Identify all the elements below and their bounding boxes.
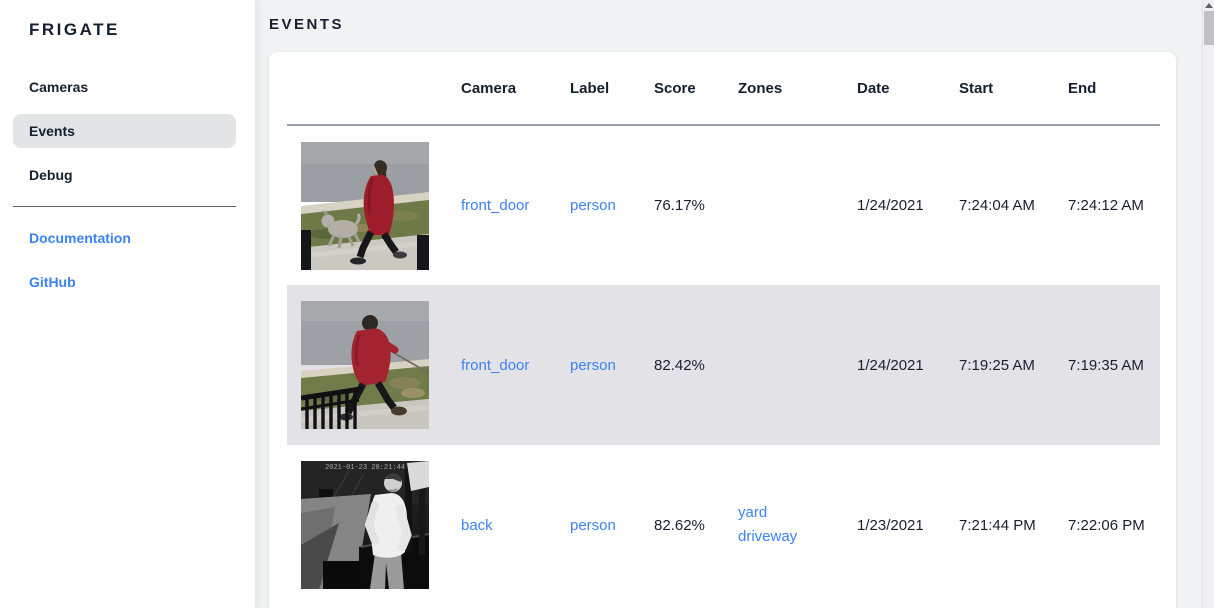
event-thumbnail-red-coat-dog[interactable] — [301, 141, 429, 270]
camera-link[interactable]: front_door — [461, 197, 530, 214]
event-camera-cell: front_door — [461, 125, 570, 285]
event-start-cell: 7:21:44 PM — [959, 516, 1036, 534]
event-end-cell: 7:24:12 AM — [1068, 197, 1144, 214]
sidebar-divider — [13, 206, 236, 207]
event-end-cell: 7:19:35 AM — [1068, 356, 1144, 374]
table-row[interactable]: 2021-01-23 20:21:44 back person 82.62% y… — [287, 445, 1160, 605]
vertical-scrollbar[interactable] — [1202, 0, 1214, 608]
label-link[interactable]: person — [570, 197, 616, 214]
app-logo[interactable]: FRIGATE — [29, 20, 120, 39]
event-label-cell: person — [570, 445, 654, 605]
event-label-cell: person — [570, 285, 654, 445]
camera-link[interactable]: front_door — [461, 356, 530, 374]
event-thumbnail-red-hoodie-railing[interactable] — [301, 301, 429, 429]
event-score-cell: 82.42% — [654, 356, 705, 374]
scroll-up-arrow-icon[interactable] — [1204, 3, 1213, 8]
sidebar-item-cameras[interactable]: Cameras — [29, 79, 89, 95]
event-camera-cell: front_door — [461, 285, 570, 445]
table-header-row: Camera Label Score Zones Date Start End — [287, 52, 1160, 126]
event-start-cell: 7:19:25 AM — [959, 356, 1035, 374]
sidebar-nav: Cameras Events Debug Documentation GitHu… — [0, 70, 255, 299]
events-card: Camera Label Score Zones Date Start End — [269, 52, 1176, 608]
col-header-camera: Camera — [461, 52, 570, 126]
event-end-cell: 7:22:06 PM — [1068, 516, 1145, 534]
thumbnail-timestamp-overlay: 2021-01-23 20:21:44 — [325, 464, 405, 472]
label-link[interactable]: person — [570, 356, 616, 374]
sidebar: FRIGATE Cameras Events Debug Documentati… — [0, 0, 255, 608]
event-score-cell: 82.62% — [654, 516, 705, 534]
event-zones-cell — [738, 285, 857, 445]
sidebar-item-events[interactable]: Events — [13, 114, 236, 148]
event-label-cell: person — [570, 125, 654, 285]
main-content: EVENTS Camera Label Score Zones Date Sta… — [255, 0, 1202, 608]
col-header-thumbnail — [287, 52, 461, 126]
sidebar-item-documentation[interactable]: Documentation — [29, 230, 131, 246]
col-header-label: Label — [570, 52, 654, 126]
sidebar-item-debug[interactable]: Debug — [29, 167, 73, 183]
sidebar-item-github[interactable]: GitHub — [29, 274, 76, 290]
zone-link-driveway[interactable]: driveway — [738, 528, 798, 545]
col-header-score: Score — [654, 52, 738, 126]
col-header-start: Start — [959, 52, 1068, 126]
events-table: Camera Label Score Zones Date Start End — [287, 52, 1160, 605]
event-start-cell: 7:24:04 AM — [959, 197, 1035, 214]
event-thumbnail-cell[interactable] — [287, 125, 461, 285]
event-thumbnail-cell[interactable] — [287, 285, 461, 445]
page-title: EVENTS — [269, 16, 345, 33]
event-camera-cell: back — [461, 445, 570, 605]
table-row[interactable]: front_door person 82.42% 1/24/2021 7:19:… — [287, 285, 1160, 445]
zone-link-yard[interactable]: yard — [738, 504, 768, 521]
col-header-date: Date — [857, 52, 959, 126]
event-date-cell: 1/23/2021 — [857, 516, 924, 534]
event-score-cell: 76.17% — [654, 197, 705, 214]
event-date-cell: 1/24/2021 — [857, 356, 924, 374]
event-thumbnail-cell[interactable]: 2021-01-23 20:21:44 — [287, 445, 461, 605]
label-link[interactable]: person — [570, 516, 616, 534]
event-zones-cell: yard driveway — [738, 445, 857, 605]
event-date-cell: 1/24/2021 — [857, 197, 924, 214]
camera-link[interactable]: back — [461, 516, 493, 534]
col-header-end: End — [1068, 52, 1160, 126]
col-header-zones: Zones — [738, 52, 857, 126]
table-row[interactable]: front_door person 76.17% 1/24/2021 7:24:… — [287, 125, 1160, 285]
event-thumbnail-night-ir-person[interactable]: 2021-01-23 20:21:44 — [301, 461, 429, 589]
scrollbar-thumb[interactable] — [1204, 11, 1214, 45]
event-zones-cell — [738, 125, 857, 285]
